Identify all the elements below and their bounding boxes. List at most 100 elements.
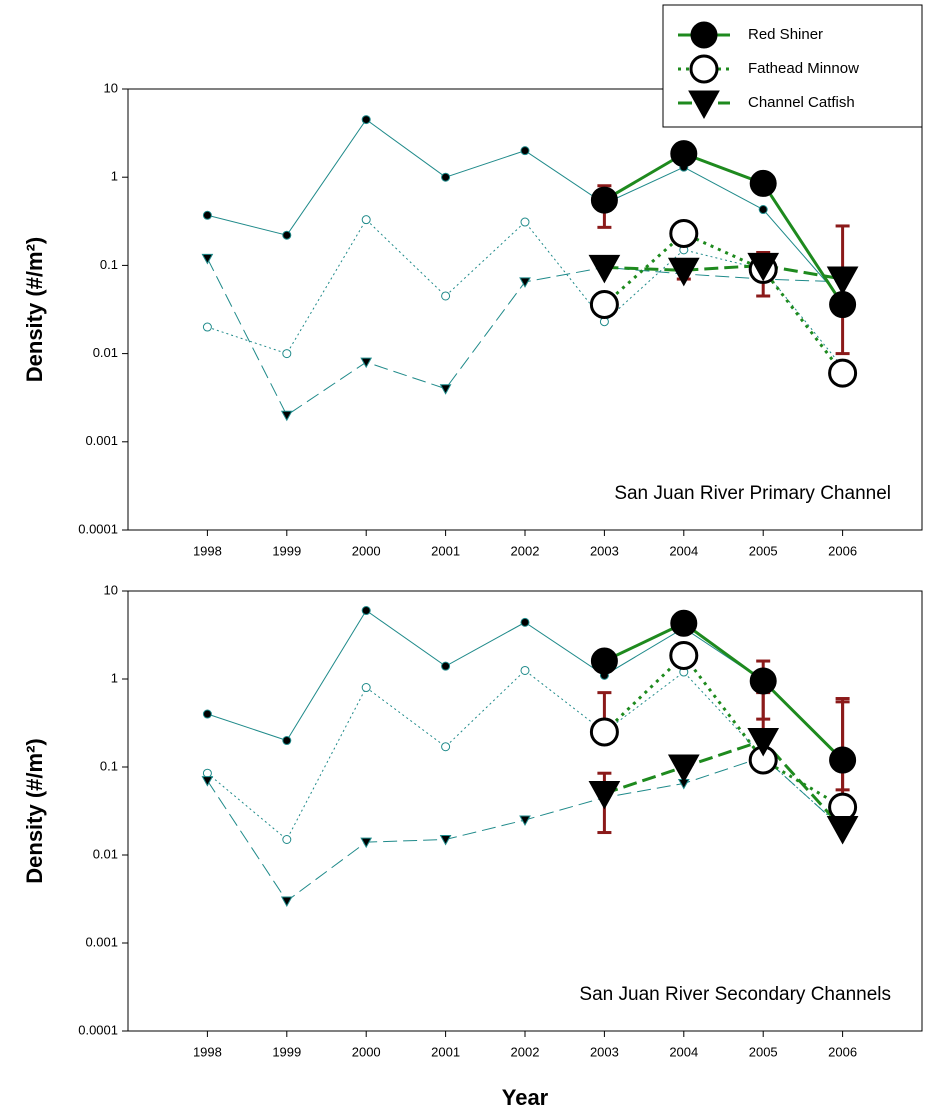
marker: [439, 384, 452, 395]
marker: [670, 140, 698, 168]
marker: [361, 683, 371, 693]
x-tick-label: 2002: [511, 1044, 540, 1059]
marker: [590, 647, 618, 675]
y-tick-label: 0.001: [85, 934, 118, 949]
marker: [282, 835, 292, 845]
marker: [441, 742, 451, 752]
series-line: [206, 756, 843, 902]
marker: [826, 266, 859, 296]
x-tick-label: 2002: [511, 543, 540, 558]
marker: [688, 90, 720, 120]
x-tick-label: 2006: [828, 1044, 857, 1059]
marker: [829, 291, 857, 319]
marker: [749, 667, 777, 695]
marker: [441, 172, 451, 182]
series-line: [603, 151, 844, 306]
marker: [826, 816, 859, 845]
x-tick-label: 2006: [828, 543, 857, 558]
marker: [520, 665, 530, 675]
x-tick-label: 2001: [431, 1044, 460, 1059]
x-tick-label: 2000: [352, 543, 381, 558]
y-tick-label: 0.0001: [78, 521, 118, 536]
marker: [520, 217, 530, 227]
y-tick-label: 10: [104, 582, 118, 597]
marker: [202, 709, 212, 719]
marker: [520, 617, 530, 627]
marker: [441, 291, 451, 301]
marker: [589, 717, 619, 747]
marker: [282, 349, 292, 359]
marker: [361, 115, 371, 125]
series-line: [603, 621, 844, 762]
y-tick-label: 0.0001: [78, 1022, 118, 1037]
series-line: [603, 231, 844, 375]
x-tick-label: 2004: [669, 543, 698, 558]
y-tick-label: 0.1: [100, 257, 118, 272]
marker: [280, 896, 293, 908]
marker: [589, 290, 619, 320]
plot-frame: [127, 590, 923, 1032]
x-tick-label: 2004: [669, 1044, 698, 1059]
y-tick-label: 0.1: [100, 758, 118, 773]
y-tick-label: 0.01: [93, 345, 118, 360]
marker: [829, 746, 857, 774]
marker: [201, 776, 214, 787]
series-line: [207, 609, 843, 761]
y-axis-label: Density (#/m²): [22, 237, 47, 382]
marker: [202, 210, 212, 220]
marker: [758, 205, 768, 215]
marker: [519, 815, 531, 827]
marker: [588, 254, 621, 284]
marker: [202, 322, 212, 332]
marker: [588, 780, 621, 810]
marker: [441, 661, 451, 671]
marker: [360, 837, 373, 849]
x-tick-label: 2001: [431, 543, 460, 558]
x-tick-label: 1999: [272, 543, 301, 558]
y-tick-label: 1: [111, 670, 118, 685]
marker: [282, 736, 292, 746]
marker: [749, 169, 777, 197]
marker: [747, 252, 780, 282]
marker: [689, 54, 719, 84]
x-tick-label: 2005: [749, 543, 778, 558]
annotation: San Juan River Primary Channel: [614, 483, 891, 504]
x-tick-label: 1999: [272, 1044, 301, 1059]
marker: [828, 358, 858, 388]
y-tick-label: 1: [111, 169, 118, 184]
x-axis-label: Year: [502, 1085, 549, 1110]
marker: [667, 754, 700, 784]
marker: [439, 835, 452, 846]
y-tick-label: 10: [104, 80, 118, 95]
marker: [201, 253, 214, 265]
marker: [519, 277, 531, 288]
marker: [361, 606, 371, 616]
marker: [669, 640, 699, 670]
series-line: [207, 669, 843, 841]
x-tick-label: 2005: [749, 1044, 778, 1059]
marker: [520, 146, 530, 156]
marker: [282, 230, 292, 240]
marker: [590, 186, 618, 214]
x-tick-label: 1998: [193, 1044, 222, 1059]
x-tick-label: 2003: [590, 543, 619, 558]
legend-label: Channel Catfish: [748, 94, 855, 111]
marker: [670, 609, 698, 637]
y-axis-label: Density (#/m²): [22, 738, 47, 883]
x-tick-label: 2000: [352, 1044, 381, 1059]
x-tick-label: 2003: [590, 1044, 619, 1059]
series-line: [603, 738, 844, 830]
x-tick-label: 1998: [193, 543, 222, 558]
marker: [202, 768, 212, 778]
series-line: [603, 653, 844, 809]
series-line: [207, 218, 843, 368]
marker: [669, 218, 699, 248]
plot-frame: [127, 88, 923, 531]
annotation: San Juan River Secondary Channels: [579, 984, 891, 1005]
y-tick-label: 0.001: [85, 433, 118, 448]
marker: [361, 215, 371, 225]
marker: [667, 257, 700, 287]
marker: [280, 410, 293, 422]
